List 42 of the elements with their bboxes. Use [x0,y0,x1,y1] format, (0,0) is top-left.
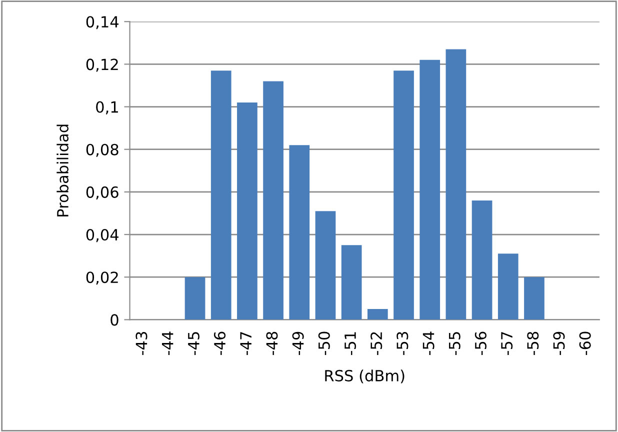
y-tick-label: 0 [110,314,118,326]
x-tick-label: -47 [240,332,252,355]
x-tick-label: -46 [214,332,226,355]
bar [210,70,232,320]
y-tick-label: 0,02 [86,272,118,285]
bar [289,145,310,320]
bar [315,211,336,320]
bar [263,81,284,320]
bar [524,277,544,320]
bar [420,60,440,320]
x-tick-label: -51 [344,332,356,355]
bar [367,309,388,320]
x-axis-title: RSS (dBm) [325,370,404,384]
x-tick-label: -59 [553,332,565,355]
x-tick-label: -43 [136,332,148,355]
x-tick-label: -57 [501,332,513,355]
x-tick-label: -44 [162,332,174,355]
bar [341,245,362,320]
y-tick-label: 0,08 [86,144,118,157]
y-axis-title: Probabilidad [56,124,68,216]
bar [498,254,518,320]
x-tick-label: -58 [527,332,539,355]
bar [184,277,206,320]
bar [446,49,466,320]
y-tick-label: 0,14 [86,16,119,30]
y-tick-label: 0,12 [86,58,118,72]
x-tick-label: -49 [292,332,304,355]
x-tick-label: -54 [422,332,434,355]
x-tick-label: -60 [579,332,591,355]
x-tick-label: -56 [474,332,486,355]
y-tick-label: 0,1 [96,101,118,114]
x-tick-label: -53 [396,332,408,355]
y-tick-label: 0,06 [86,186,118,200]
x-tick-label: -50 [318,332,330,355]
bar [472,200,492,320]
x-tick-label: -48 [266,332,278,355]
x-tick-label: -52 [370,332,382,355]
x-tick-label: -45 [188,332,200,355]
x-tick-label: -55 [449,332,460,355]
bar [237,102,258,320]
y-tick-label: 0,04 [86,228,119,242]
bar [394,70,414,320]
